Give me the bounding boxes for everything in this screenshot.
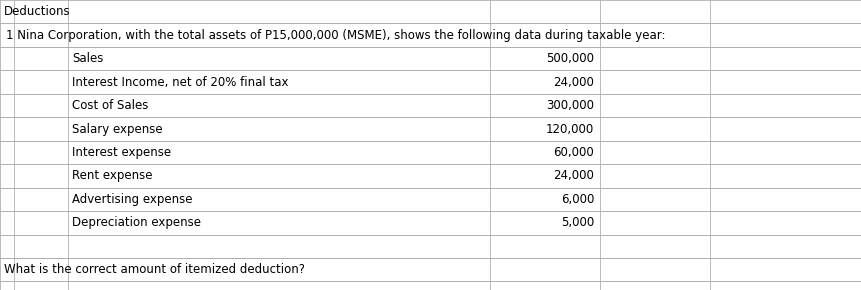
Text: Rent expense: Rent expense — [72, 169, 152, 182]
Text: 120,000: 120,000 — [545, 122, 593, 135]
Text: Deductions: Deductions — [4, 5, 71, 18]
Text: Sales: Sales — [72, 52, 103, 65]
Text: 5,000: 5,000 — [561, 216, 593, 229]
Text: Cost of Sales: Cost of Sales — [72, 99, 148, 112]
Text: 500,000: 500,000 — [545, 52, 593, 65]
Text: 1 Nina Corporation, with the total assets of P15,000,000 (MSME), shows the follo: 1 Nina Corporation, with the total asset… — [6, 29, 665, 42]
Text: What is the correct amount of itemized deduction?: What is the correct amount of itemized d… — [4, 263, 305, 276]
Text: Interest expense: Interest expense — [72, 146, 171, 159]
Text: Interest Income, net of 20% final tax: Interest Income, net of 20% final tax — [72, 76, 288, 89]
Text: 60,000: 60,000 — [553, 146, 593, 159]
Text: Salary expense: Salary expense — [72, 122, 163, 135]
Text: 6,000: 6,000 — [560, 193, 593, 206]
Text: 300,000: 300,000 — [545, 99, 593, 112]
Text: 24,000: 24,000 — [553, 169, 593, 182]
Text: 24,000: 24,000 — [553, 76, 593, 89]
Text: Depreciation expense: Depreciation expense — [72, 216, 201, 229]
Text: Advertising expense: Advertising expense — [72, 193, 192, 206]
